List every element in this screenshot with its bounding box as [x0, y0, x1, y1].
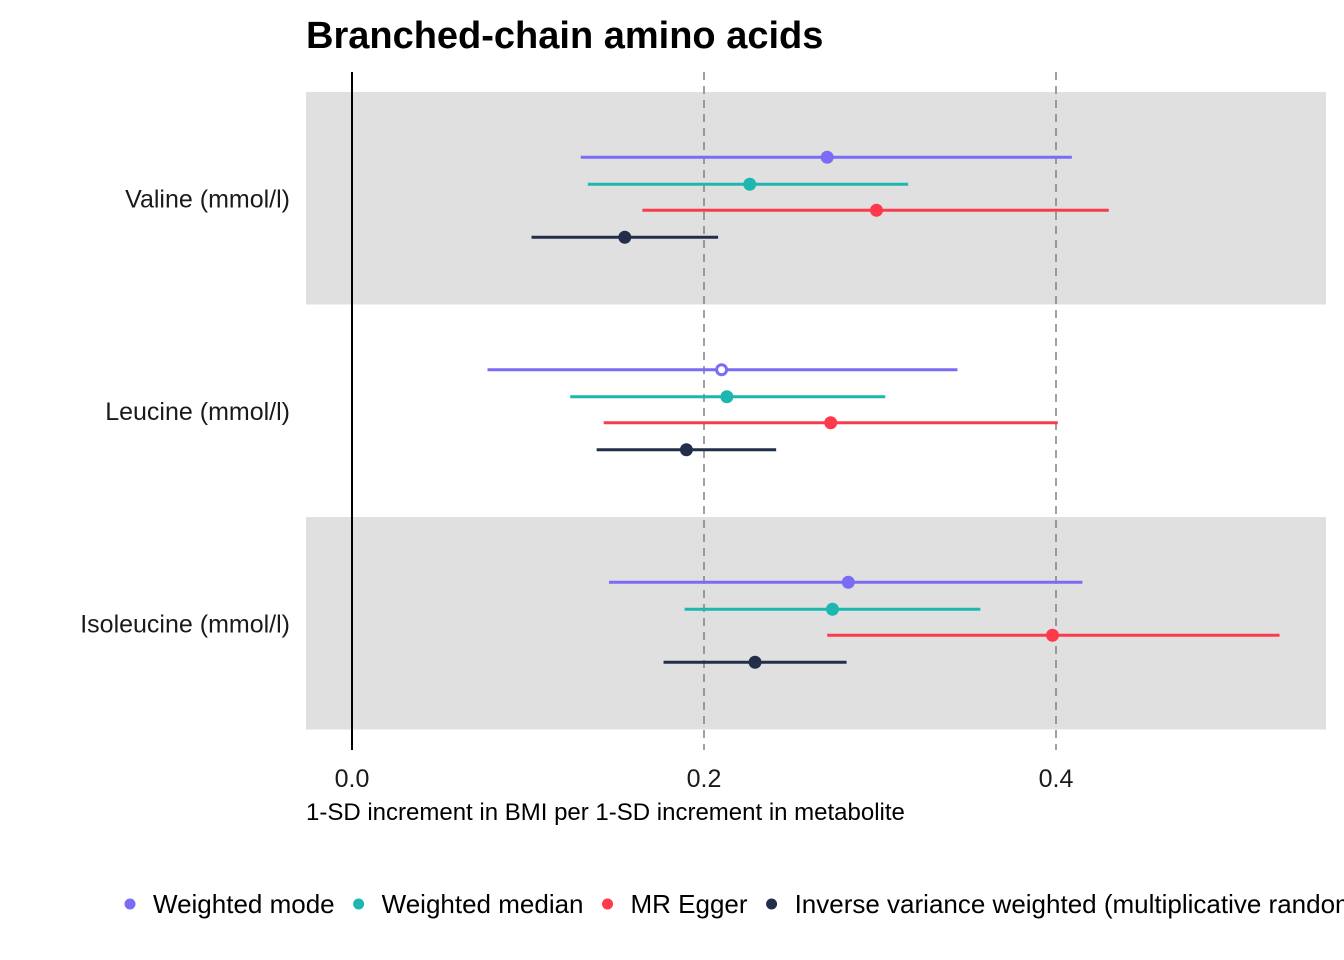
x-tick-label: 0.2	[687, 765, 722, 793]
legend-label: Inverse variance weighted (multiplicativ…	[795, 889, 1344, 919]
point-estimate	[720, 390, 734, 404]
point-estimate	[743, 177, 757, 191]
category-bands	[306, 92, 1326, 730]
point-estimate	[825, 602, 839, 616]
series-group	[487, 150, 1083, 589]
legend-label: MR Egger	[631, 889, 748, 919]
series-layer	[487, 150, 1280, 669]
x-axis-title: 1-SD increment in BMI per 1-SD increment…	[306, 799, 905, 826]
point-estimate	[869, 203, 883, 217]
category-band	[306, 517, 1326, 730]
point-estimate	[679, 443, 693, 457]
x-tick-label: 0.4	[1039, 765, 1074, 793]
legend-item: MR Egger	[602, 889, 748, 919]
legend-item: Weighted median	[353, 889, 584, 919]
point-estimate-hollow	[715, 363, 729, 377]
x-tick-label: 0.0	[335, 765, 370, 793]
point-estimate	[618, 230, 632, 244]
legend: Weighted mode Weighted median MR Egger Inve…	[124, 889, 1344, 919]
legend-label: Weighted mode	[153, 889, 335, 919]
category-labels: Valine (mmol/l) Leucine (mmol/l) Isoleucin…	[80, 185, 290, 638]
point-estimate	[748, 655, 762, 669]
legend-key	[124, 898, 136, 910]
legend-key	[602, 898, 614, 910]
point-estimate	[824, 416, 838, 430]
legend-item: Inverse variance weighted (multiplicativ…	[766, 889, 1344, 919]
legend-key	[766, 898, 778, 910]
category-label: Valine (mmol/l)	[125, 185, 290, 213]
category-label: Isoleucine (mmol/l)	[80, 610, 290, 638]
legend-key	[353, 898, 365, 910]
series-group	[570, 177, 981, 616]
point-estimate	[820, 150, 834, 164]
series-group	[603, 203, 1280, 642]
point-estimate	[841, 575, 855, 589]
series-group	[531, 230, 847, 669]
chart-title: Branched-chain amino acids	[306, 15, 823, 57]
legend-label: Weighted median	[382, 889, 584, 919]
point-estimate	[1045, 628, 1059, 642]
x-axis-ticks: 0.0 0.2 0.4	[335, 765, 1074, 793]
category-label: Leucine (mmol/l)	[105, 398, 290, 426]
category-band	[306, 92, 1326, 305]
legend-item: Weighted mode	[124, 889, 335, 919]
